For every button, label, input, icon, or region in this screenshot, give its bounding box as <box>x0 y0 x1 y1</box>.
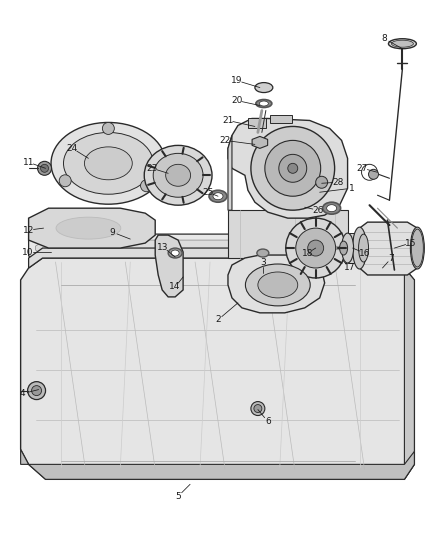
Ellipse shape <box>168 248 182 258</box>
Text: 17: 17 <box>344 263 355 272</box>
Ellipse shape <box>411 229 424 267</box>
Bar <box>270 116 292 124</box>
Circle shape <box>251 401 265 416</box>
Circle shape <box>288 163 298 173</box>
Text: 4: 4 <box>20 389 25 398</box>
Text: 21: 21 <box>222 116 233 125</box>
Ellipse shape <box>327 205 337 212</box>
Ellipse shape <box>255 83 273 93</box>
Ellipse shape <box>85 147 132 180</box>
Ellipse shape <box>213 193 223 200</box>
Ellipse shape <box>257 249 269 257</box>
Ellipse shape <box>359 234 368 262</box>
Ellipse shape <box>339 241 348 255</box>
Circle shape <box>28 382 46 400</box>
Ellipse shape <box>342 233 353 263</box>
Circle shape <box>286 218 346 278</box>
Polygon shape <box>228 135 232 210</box>
Text: 27: 27 <box>357 164 368 173</box>
Polygon shape <box>21 449 414 479</box>
Text: 1: 1 <box>349 184 354 193</box>
Text: 25: 25 <box>202 188 214 197</box>
Bar <box>248 118 266 128</box>
Circle shape <box>41 164 49 172</box>
Ellipse shape <box>209 190 227 202</box>
Ellipse shape <box>64 132 153 194</box>
Text: 9: 9 <box>110 228 115 237</box>
Text: 26: 26 <box>312 206 323 215</box>
Text: 24: 24 <box>67 144 78 153</box>
Circle shape <box>316 176 328 188</box>
Text: 2: 2 <box>215 316 221 324</box>
Polygon shape <box>21 258 414 479</box>
Circle shape <box>38 161 52 175</box>
Text: 16: 16 <box>359 248 370 257</box>
Bar <box>348 233 364 263</box>
Ellipse shape <box>258 272 298 298</box>
Text: 6: 6 <box>265 417 271 426</box>
Circle shape <box>308 240 324 256</box>
Text: 12: 12 <box>23 225 34 235</box>
Text: 11: 11 <box>23 158 34 167</box>
Polygon shape <box>35 240 379 257</box>
Polygon shape <box>228 255 325 313</box>
Ellipse shape <box>56 217 121 239</box>
Polygon shape <box>28 234 395 260</box>
Polygon shape <box>228 210 348 258</box>
Text: 3: 3 <box>260 257 266 266</box>
Text: 10: 10 <box>22 247 33 256</box>
Ellipse shape <box>245 264 310 306</box>
Text: 20: 20 <box>231 96 243 105</box>
Ellipse shape <box>389 39 417 49</box>
Ellipse shape <box>166 164 191 186</box>
Text: 23: 23 <box>147 164 158 173</box>
Ellipse shape <box>410 227 424 269</box>
Ellipse shape <box>323 202 341 214</box>
Text: 8: 8 <box>381 34 387 43</box>
Circle shape <box>59 175 71 187</box>
Text: 15: 15 <box>405 239 416 247</box>
Circle shape <box>141 180 152 192</box>
Text: 18: 18 <box>302 248 314 257</box>
Polygon shape <box>228 118 348 218</box>
Text: 13: 13 <box>157 243 169 252</box>
Circle shape <box>251 126 335 210</box>
Ellipse shape <box>392 40 413 47</box>
Ellipse shape <box>353 227 367 269</box>
Circle shape <box>32 385 42 395</box>
Ellipse shape <box>171 250 179 256</box>
Polygon shape <box>155 235 183 297</box>
Polygon shape <box>360 222 417 275</box>
Polygon shape <box>28 208 155 248</box>
Circle shape <box>102 123 114 134</box>
Circle shape <box>254 405 262 413</box>
Polygon shape <box>404 268 414 479</box>
Polygon shape <box>252 136 268 148</box>
Text: 19: 19 <box>231 76 243 85</box>
Circle shape <box>279 155 307 182</box>
Ellipse shape <box>153 154 203 197</box>
Polygon shape <box>28 248 404 268</box>
Text: 7: 7 <box>389 254 394 263</box>
Ellipse shape <box>144 146 212 205</box>
Ellipse shape <box>256 100 272 108</box>
Circle shape <box>368 169 378 179</box>
Text: 14: 14 <box>170 282 181 292</box>
Ellipse shape <box>51 123 166 204</box>
Circle shape <box>296 228 336 268</box>
Text: 22: 22 <box>219 136 230 145</box>
Ellipse shape <box>259 101 268 106</box>
Text: 5: 5 <box>175 492 181 501</box>
Circle shape <box>265 140 321 196</box>
Text: 28: 28 <box>332 178 343 187</box>
